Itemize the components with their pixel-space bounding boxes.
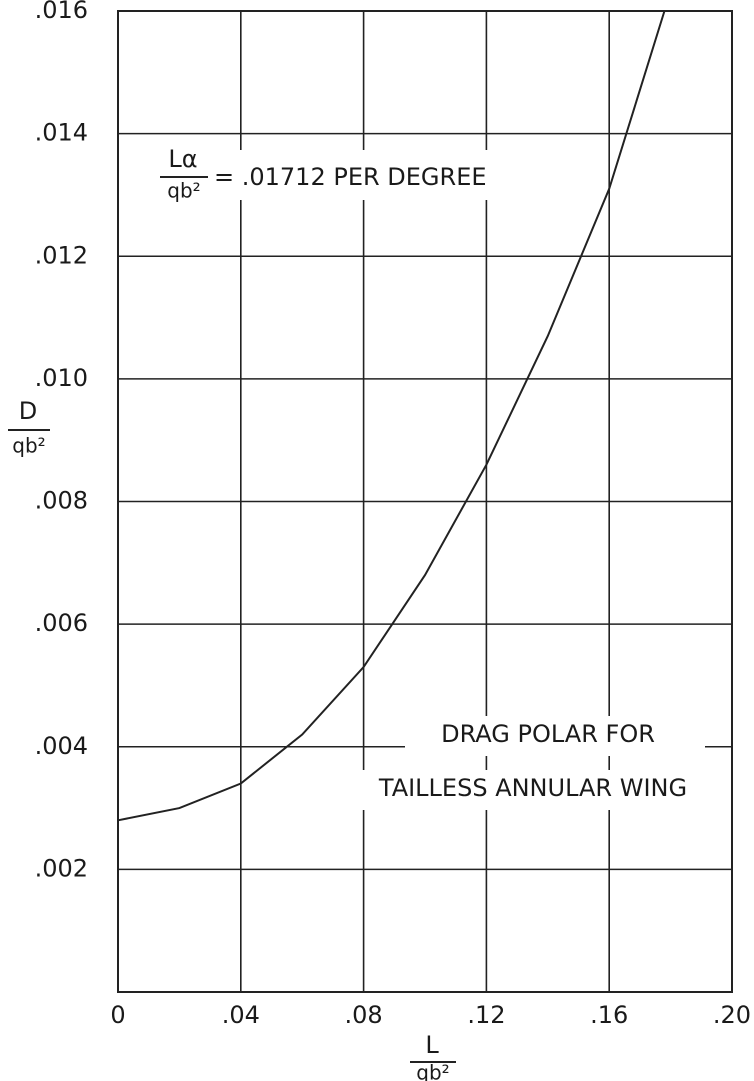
annotation-bg: [338, 770, 730, 810]
y-label-numerator: D: [19, 397, 37, 425]
x-tick-label: .20: [713, 1001, 751, 1029]
x-tick-label: 0: [110, 1001, 125, 1029]
y-label-denominator: qb²: [12, 434, 45, 458]
x-label-numerator: L: [425, 1031, 439, 1059]
y-tick-label: .012: [35, 241, 88, 269]
x-tick-label: .12: [467, 1001, 505, 1029]
x-label-denominator: qb²: [416, 1061, 449, 1081]
annotation-line: TAILLESS ANNULAR WING: [378, 774, 687, 802]
annotation-bg: [405, 716, 705, 756]
y-tick-label: .002: [35, 854, 88, 882]
annotation-line: DRAG POLAR FOR: [441, 720, 655, 748]
x-tick-label: .08: [345, 1001, 383, 1029]
x-tick-label: .04: [222, 1001, 260, 1029]
y-tick-label: .008: [35, 487, 88, 515]
annotation-bg: [150, 150, 550, 200]
y-tick-label: .014: [35, 119, 88, 147]
annotation-denominator: qb²: [167, 179, 200, 203]
data-line: [117, 10, 666, 822]
annotation-numerator: Lα: [168, 145, 197, 173]
x-tick-label: .16: [590, 1001, 628, 1029]
y-tick-label: .016: [35, 0, 88, 24]
y-tick-label: .006: [35, 609, 88, 637]
annotation-text: = .01712 PER DEGREE: [214, 163, 487, 191]
y-tick-label: .004: [35, 732, 88, 760]
y-tick-label: .010: [35, 364, 88, 392]
